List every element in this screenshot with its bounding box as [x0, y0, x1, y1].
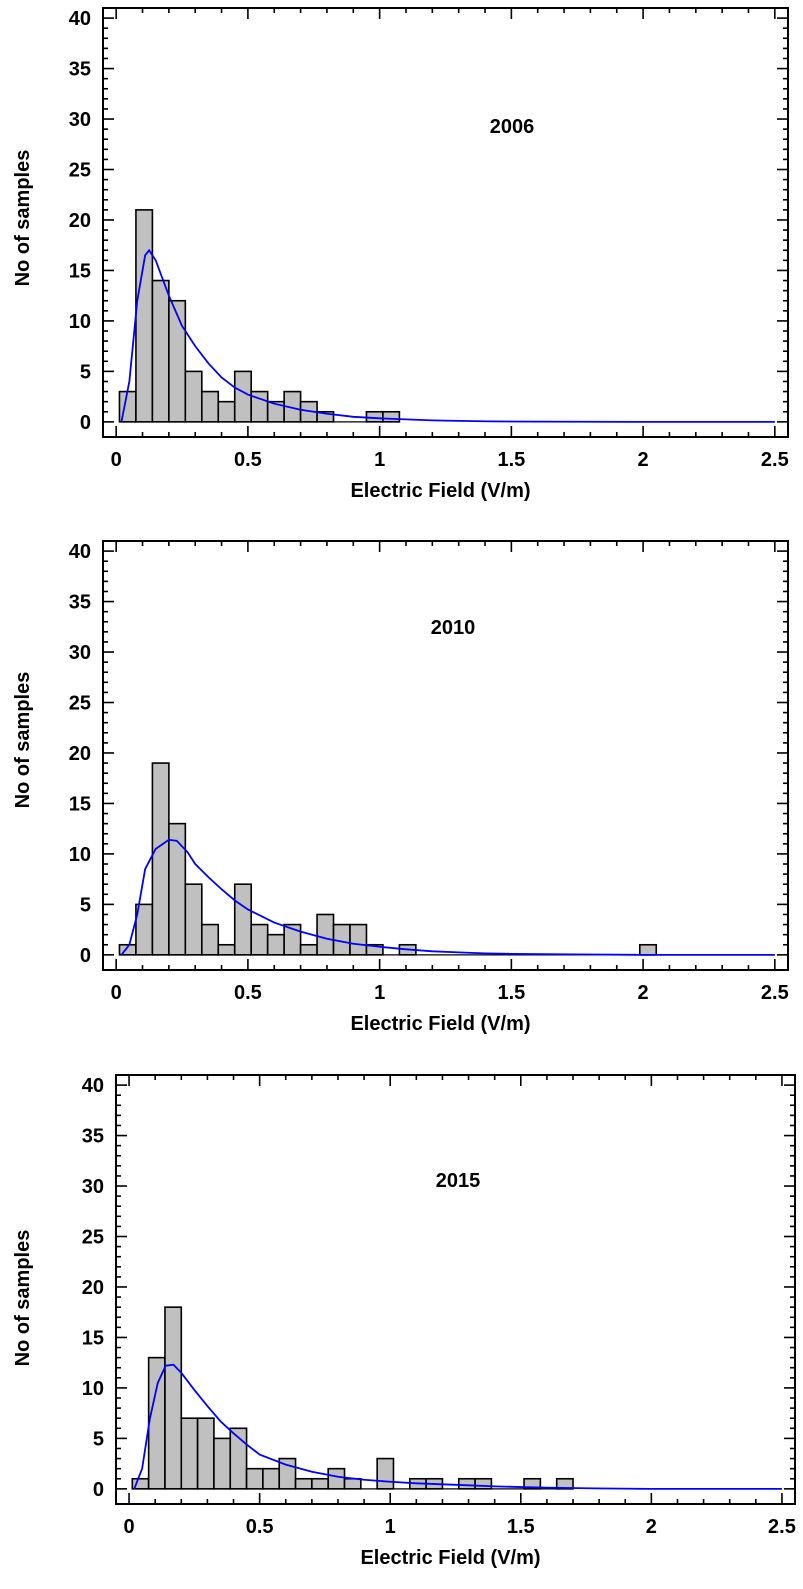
- histogram-bar: [245, 1467, 264, 1490]
- histogram-bar: [327, 1467, 346, 1490]
- density-fit-line: [120, 248, 775, 423]
- y-tick-label: 35: [82, 1126, 104, 1148]
- x-tick-label: 0.5: [234, 982, 262, 1004]
- y-tick-label: 30: [82, 1176, 104, 1198]
- y-tick-label: 30: [69, 109, 91, 131]
- y-tick-label: 40: [82, 1075, 104, 1097]
- y-tick-label: 35: [69, 59, 91, 81]
- plot-frame: [115, 1074, 796, 1505]
- panel-title: 2010: [431, 617, 476, 639]
- histogram-bar: [213, 1437, 232, 1490]
- x-tick-label: 2.5: [768, 1516, 796, 1538]
- y-tick-label: 10: [69, 311, 91, 333]
- y-tick-label: 25: [69, 160, 91, 182]
- x-tick-label: 2.5: [761, 449, 789, 471]
- x-tick-label: 1: [374, 982, 385, 1004]
- panel-title: 2015: [436, 1170, 481, 1192]
- histogram-bar: [382, 410, 401, 423]
- histogram-bar: [349, 923, 368, 956]
- y-tick-label: 25: [82, 1227, 104, 1249]
- density-fit-line: [133, 1363, 782, 1490]
- y-tick-label: 10: [82, 1378, 104, 1400]
- y-tick-label: 40: [69, 541, 91, 563]
- x-axis-title: Electric Field (V/m): [350, 480, 530, 502]
- y-tick-label: 15: [82, 1327, 104, 1349]
- histogram-bar: [184, 883, 203, 956]
- y-axis-title: No of samples: [12, 150, 34, 287]
- histogram-bar: [147, 1356, 166, 1490]
- histogram-bar: [262, 1467, 281, 1490]
- x-tick-label: 1: [374, 449, 385, 471]
- histogram-bar: [316, 913, 335, 956]
- histogram-bar: [311, 1477, 329, 1490]
- histogram-bar: [457, 1477, 476, 1490]
- histogram-bar: [184, 370, 203, 423]
- y-tick-label: 30: [69, 642, 91, 664]
- histogram-bar: [638, 943, 658, 956]
- plot-frame: [102, 540, 789, 971]
- histogram-bar: [299, 943, 318, 956]
- plot-frame: [102, 7, 789, 438]
- y-tick-label: 35: [69, 592, 91, 614]
- histogram-bar: [217, 943, 236, 956]
- histogram-bar: [474, 1477, 493, 1490]
- histogram-bar: [376, 1457, 395, 1490]
- y-tick-label: 20: [69, 743, 91, 765]
- y-tick-label: 5: [93, 1428, 104, 1450]
- histogram-bar: [294, 1477, 313, 1490]
- y-tick-label: 25: [69, 693, 91, 715]
- y-tick-label: 40: [69, 8, 91, 30]
- histogram-bar: [266, 933, 285, 956]
- x-axis-title: Electric Field (V/m): [350, 1013, 530, 1035]
- histogram-bar: [135, 209, 154, 423]
- histogram-bar: [164, 1306, 183, 1490]
- histogram-bar: [201, 390, 220, 423]
- histogram-bar: [151, 279, 170, 423]
- y-axis-title: No of samples: [12, 672, 34, 809]
- histogram-bar: [201, 923, 220, 956]
- histogram-panel-2006: 0 5 10 15 20 25 30 35 40 0 0.5 1 1.5 2 2.5 Electric Fie…: [12, 7, 789, 502]
- x-axis-title: Electric Field (V/m): [360, 1547, 540, 1569]
- histogram-bar: [343, 1477, 362, 1490]
- histogram-panel-2015: 0 5 10 15 20 25 30 35 40 0 0.5 1 1.5 2 2.5 Electric Fie…: [12, 1074, 796, 1569]
- histogram-bar: [168, 822, 187, 956]
- histogram-bar: [196, 1417, 215, 1490]
- y-tick-label: 0: [80, 945, 91, 967]
- histogram-bar: [250, 923, 269, 956]
- x-tick-label: 1: [385, 1516, 396, 1538]
- x-tick-label: 0: [123, 1516, 134, 1538]
- y-tick-label: 20: [82, 1277, 104, 1299]
- y-axis-title: No of samples: [12, 1230, 34, 1367]
- panel-title: 2006: [490, 116, 535, 138]
- x-tick-label: 0.5: [246, 1516, 274, 1538]
- y-tick-label: 10: [69, 844, 91, 866]
- histogram-bar: [151, 762, 170, 956]
- x-tick-label: 0.5: [234, 449, 262, 471]
- y-tick-label: 5: [80, 361, 91, 383]
- x-tick-label: 1.5: [507, 1516, 535, 1538]
- y-tick-label: 15: [69, 793, 91, 815]
- x-tick-label: 1.5: [497, 449, 525, 471]
- histogram-bar: [168, 299, 187, 423]
- x-tick-label: 0: [111, 449, 122, 471]
- histogram-bar: [365, 410, 384, 423]
- y-tick-label: 20: [69, 210, 91, 232]
- histogram-bar: [180, 1417, 199, 1490]
- histogram-bar: [233, 370, 252, 423]
- y-tick-label: 0: [93, 1479, 104, 1501]
- x-tick-label: 2: [638, 982, 649, 1004]
- y-tick-label: 5: [80, 894, 91, 916]
- x-tick-label: 1.5: [497, 982, 525, 1004]
- histogram-bar: [233, 883, 252, 956]
- density-fit-line: [120, 838, 775, 956]
- y-tick-label: 15: [69, 260, 91, 282]
- histogram-bar: [217, 400, 236, 423]
- histogram-panel-2010: 0 5 10 15 20 25 30 35 40 0 0.5 1 1.5 2 2.5 Electric Fie…: [12, 540, 789, 1035]
- x-tick-label: 2: [638, 449, 649, 471]
- y-tick-label: 0: [80, 412, 91, 434]
- x-tick-label: 2.5: [761, 982, 789, 1004]
- x-tick-label: 2: [646, 1516, 657, 1538]
- x-tick-label: 0: [111, 982, 122, 1004]
